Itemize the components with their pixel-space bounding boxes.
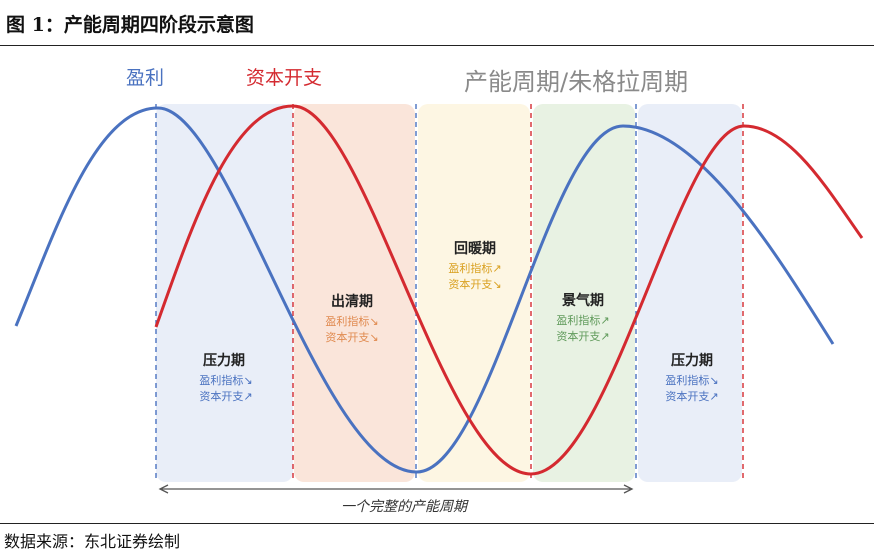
phase-profit-indicator-pressure-1: 盈利指标↘ <box>199 373 252 387</box>
phase-name-pressure-2: 压力期 <box>671 352 713 369</box>
capex-curve <box>154 104 864 476</box>
phase-profit-indicator-boom: 盈利指标↗ <box>556 313 609 327</box>
phase-name-pressure-1: 压力期 <box>203 352 245 369</box>
figure-source: 数据来源：东北证券绘制 <box>4 532 181 551</box>
phase-panel-pressure-1 <box>156 104 293 482</box>
phase-profit-indicator-recovery: 盈利指标↗ <box>448 261 501 275</box>
capex-legend-label: 资本开支 <box>246 67 322 89</box>
phase-name-boom: 景气期 <box>562 292 604 309</box>
phase-name-clearing: 出清期 <box>331 293 373 310</box>
phase-profit-indicator-clearing: 盈利指标↘ <box>325 314 378 328</box>
phase-panel-boom <box>533 104 635 482</box>
phase-capex-indicator-clearing: 资本开支↘ <box>325 330 378 344</box>
full-cycle-label: 一个完整的产能周期 <box>341 499 469 515</box>
cycle-heading: 产能周期/朱格拉周期 <box>464 68 688 96</box>
profit-legend-label: 盈利 <box>126 67 164 89</box>
phase-name-recovery: 回暖期 <box>454 240 496 257</box>
phase-capex-indicator-pressure-1: 资本开支↗ <box>199 389 252 403</box>
phase-profit-indicator-pressure-2: 盈利指标↘ <box>665 373 718 387</box>
bottom-rule <box>0 523 874 524</box>
full-cycle-span-arrow <box>158 484 634 494</box>
phase-dividers <box>155 104 744 482</box>
phase-capex-indicator-recovery: 资本开支↘ <box>448 277 501 291</box>
phase-panel-clearing <box>294 104 415 482</box>
phase-panel-pressure-2 <box>638 104 742 482</box>
phase-capex-indicator-boom: 资本开支↗ <box>556 329 609 343</box>
phase-capex-indicator-pressure-2: 资本开支↗ <box>665 389 718 403</box>
profit-curve <box>14 106 835 474</box>
phase-panel-recovery <box>418 104 530 482</box>
figure-title: 图 1：产能周期四阶段示意图 <box>6 14 254 36</box>
top-rule <box>0 45 874 46</box>
